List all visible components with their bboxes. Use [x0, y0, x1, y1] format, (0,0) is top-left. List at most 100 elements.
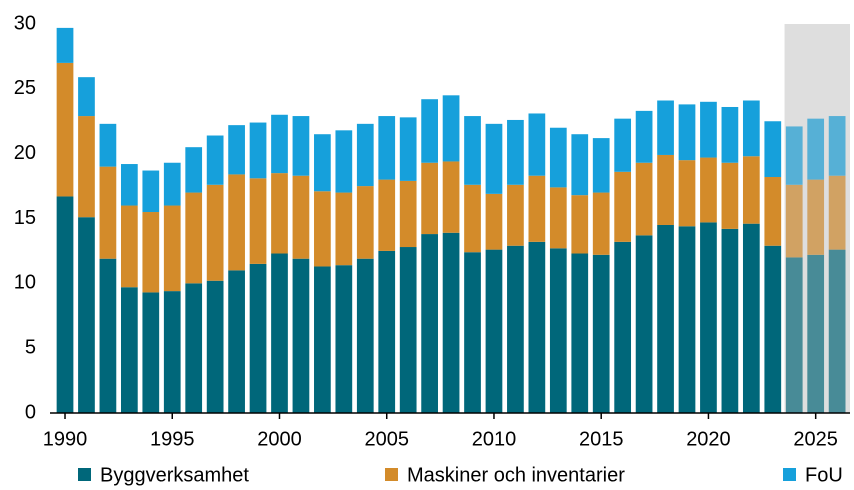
bar-segment [356, 123, 374, 187]
bar-segment [700, 157, 717, 223]
bar-segment [228, 174, 245, 271]
legend-label: FoU [805, 464, 843, 486]
bar-segment [507, 245, 524, 413]
bar-segment [571, 253, 589, 413]
bar-segment [206, 184, 224, 281]
bar-segment [56, 62, 74, 197]
bar-segment [399, 117, 417, 181]
y-tick-label: 25 [14, 77, 36, 99]
bar-segment [742, 100, 760, 157]
bar-segment [142, 170, 160, 213]
x-tick-label: 2020 [686, 428, 731, 450]
bar-segment [56, 27, 74, 63]
bar-segment [721, 106, 739, 163]
bar-segment [378, 116, 396, 180]
bar-segment [271, 253, 288, 413]
bar-segment [399, 180, 417, 248]
x-tick-label: 2015 [579, 428, 624, 450]
bar-segment [678, 104, 696, 161]
bar-segment [314, 266, 331, 413]
bar-segment [314, 134, 331, 192]
bar-segment [99, 258, 117, 413]
bar-segment [142, 292, 160, 413]
bar-segment [292, 175, 310, 259]
legend-label: Maskiner och inventarier [407, 464, 625, 486]
legend-swatch [385, 468, 398, 481]
bar-segment [120, 205, 138, 288]
y-tick-label: 20 [14, 142, 36, 164]
bar-segment [721, 228, 739, 413]
bar-segment [614, 171, 632, 242]
bar-segment [464, 252, 481, 413]
bar-segment [485, 249, 503, 413]
bar-segment [356, 258, 374, 413]
y-tick-label: 0 [25, 401, 36, 423]
bar-segment [249, 263, 267, 413]
bar-segment [614, 241, 632, 413]
y-tick-label: 30 [14, 12, 36, 34]
x-tick-label: 1990 [43, 428, 88, 450]
bar-segment [292, 258, 310, 413]
bar-segment [764, 121, 782, 178]
bar-segment [314, 191, 331, 267]
y-tick-label: 5 [25, 336, 36, 358]
bar-segment [356, 186, 374, 259]
bar-segment [614, 118, 632, 172]
bar-segment [56, 196, 74, 413]
bar-segment [528, 113, 546, 176]
bar-segment [228, 270, 245, 413]
bar-segment [678, 226, 696, 413]
bar-segment [378, 179, 396, 251]
bar-segment [807, 254, 825, 413]
bar-segment [549, 187, 567, 249]
bar-segment [657, 154, 674, 225]
bar-segment [549, 248, 567, 413]
bar-segment [592, 254, 610, 413]
bar-segment [549, 127, 567, 188]
bar-segment [528, 175, 546, 242]
bar-segment [485, 123, 503, 194]
bar-segment [163, 205, 181, 292]
bar-segment [785, 126, 803, 185]
bar-segment [185, 192, 203, 284]
bar-segment [378, 250, 396, 413]
x-tick-label: 1995 [150, 428, 195, 450]
bar-segment [228, 125, 245, 175]
bar-segment [657, 100, 674, 155]
bar-segment [442, 95, 460, 162]
bar-segment [421, 99, 438, 163]
bar-segment [78, 77, 95, 117]
x-tick-label: 2025 [793, 428, 838, 450]
bar-segment [421, 234, 438, 413]
x-tick-label: 2010 [472, 428, 517, 450]
bar-segment [700, 222, 717, 413]
legend-label: Byggverksamhet [100, 464, 249, 486]
bar-segment [592, 192, 610, 255]
bar-segment [206, 135, 224, 185]
bar-segment [206, 280, 224, 413]
bar-segment [249, 178, 267, 264]
bar-segment [678, 160, 696, 227]
x-tick-label: 2000 [257, 428, 302, 450]
bar-segment [807, 179, 825, 255]
bar-segment [163, 291, 181, 413]
bar-segment [335, 130, 353, 193]
bar-segment [464, 116, 481, 185]
bar-segment [657, 224, 674, 413]
bar-segment [442, 232, 460, 413]
bar-segment [507, 184, 524, 246]
bar-segment [185, 283, 203, 413]
bar-segment [120, 287, 138, 413]
bar-segment [99, 123, 117, 167]
bar-segment [120, 164, 138, 206]
bar-segment [485, 193, 503, 250]
legend-swatch [78, 468, 91, 481]
bar-segment [742, 223, 760, 413]
bar-segment [271, 114, 288, 174]
y-tick-label: 10 [14, 272, 36, 294]
bar-segment [785, 257, 803, 413]
bar-segment [249, 122, 267, 179]
bar-segment [464, 184, 481, 253]
bar-segment [764, 245, 782, 413]
